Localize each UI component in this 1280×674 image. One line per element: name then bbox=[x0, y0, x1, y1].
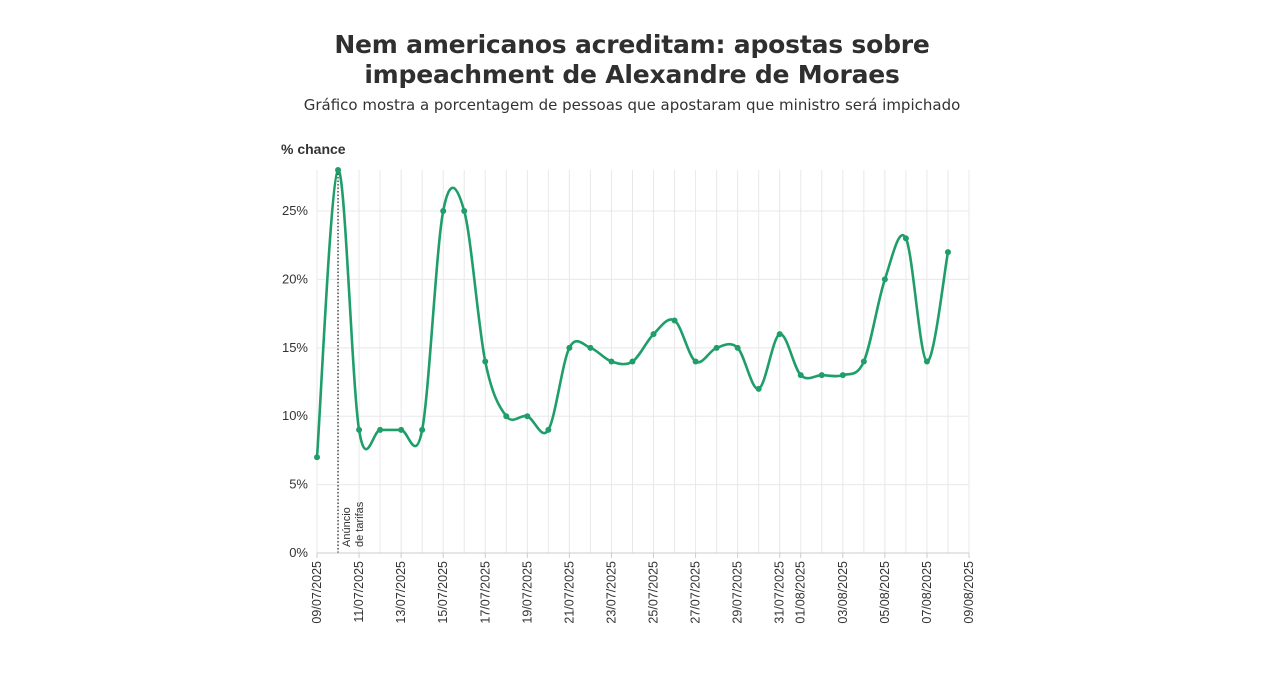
x-tick-label: 09/07/2025 bbox=[310, 561, 324, 624]
annotation-layer: Anúncio de tarifas bbox=[337, 170, 366, 553]
data-point bbox=[335, 167, 342, 173]
data-point bbox=[902, 235, 909, 242]
x-tick-label: 03/08/2025 bbox=[836, 561, 850, 624]
data-point bbox=[818, 372, 825, 379]
data-point bbox=[944, 249, 951, 256]
x-tick-label: 01/08/2025 bbox=[794, 561, 808, 624]
data-point bbox=[545, 426, 552, 433]
data-point bbox=[461, 208, 468, 215]
chart-title: Nem americanos acreditam: apostas sobre … bbox=[0, 30, 1264, 90]
data-point bbox=[734, 344, 741, 351]
chart-title-line-1: Nem americanos acreditam: apostas sobre bbox=[334, 30, 930, 59]
chart-title-line-2: impeachment de Alexandre de Moraes bbox=[364, 60, 900, 89]
data-point bbox=[797, 372, 804, 379]
data-point bbox=[440, 208, 447, 215]
y-tick-label: 5% bbox=[289, 477, 308, 492]
x-tick-label: 23/07/2025 bbox=[604, 561, 618, 624]
data-point bbox=[503, 413, 510, 420]
x-tick-label: 07/08/2025 bbox=[920, 561, 934, 624]
data-point bbox=[566, 344, 573, 351]
annotation-label-line-2: de tarifas bbox=[354, 501, 366, 547]
data-point bbox=[692, 358, 699, 365]
data-point bbox=[755, 385, 762, 392]
data-point bbox=[860, 358, 867, 365]
data-point bbox=[419, 426, 426, 433]
x-tick-label: 19/07/2025 bbox=[520, 561, 534, 624]
data-point bbox=[713, 344, 720, 351]
x-tick-label: 05/08/2025 bbox=[878, 561, 892, 624]
x-tick-label: 17/07/2025 bbox=[478, 561, 492, 624]
data-point bbox=[671, 317, 678, 324]
data-point bbox=[881, 276, 888, 283]
data-point bbox=[356, 426, 363, 433]
y-tick-label: 15% bbox=[282, 340, 308, 355]
x-tick-label: 15/07/2025 bbox=[436, 561, 450, 624]
chart-subtitle: Gráfico mostra a porcentagem de pessoas … bbox=[303, 96, 961, 114]
data-point bbox=[377, 426, 384, 433]
grid-layer bbox=[316, 170, 970, 554]
x-tick-label: 21/07/2025 bbox=[562, 561, 576, 624]
data-point bbox=[398, 426, 405, 433]
data-point bbox=[608, 358, 615, 365]
y-tick-label: 20% bbox=[282, 271, 308, 286]
x-tick-label: 11/07/2025 bbox=[352, 561, 366, 623]
data-point bbox=[923, 358, 930, 365]
x-tick-label: 31/07/2025 bbox=[773, 561, 787, 624]
x-tick-label: 13/07/2025 bbox=[394, 561, 408, 624]
data-point bbox=[776, 331, 783, 338]
x-tick-label: 27/07/2025 bbox=[689, 561, 703, 624]
y-tick-label: 25% bbox=[282, 203, 308, 218]
series-layer bbox=[314, 167, 951, 461]
data-point bbox=[587, 344, 594, 351]
x-tick-label: 25/07/2025 bbox=[647, 561, 661, 624]
data-point bbox=[839, 372, 846, 379]
axis-layer: 0% 5% 10% 15% 20% 25% 09/07/2025 11/07/2025 13/0… bbox=[282, 203, 976, 624]
data-point bbox=[524, 413, 531, 420]
data-point bbox=[482, 358, 489, 365]
data-point bbox=[314, 454, 320, 461]
x-tick-label: 29/07/2025 bbox=[731, 561, 745, 624]
annotation-label-line-1: Anúncio bbox=[341, 507, 353, 547]
data-point bbox=[650, 331, 657, 338]
data-point bbox=[629, 358, 636, 365]
y-axis-title: % chance bbox=[281, 141, 346, 157]
y-tick-label: 0% bbox=[289, 545, 308, 560]
x-tick-label: 09/08/2025 bbox=[962, 561, 976, 624]
y-tick-label: 10% bbox=[282, 408, 308, 423]
